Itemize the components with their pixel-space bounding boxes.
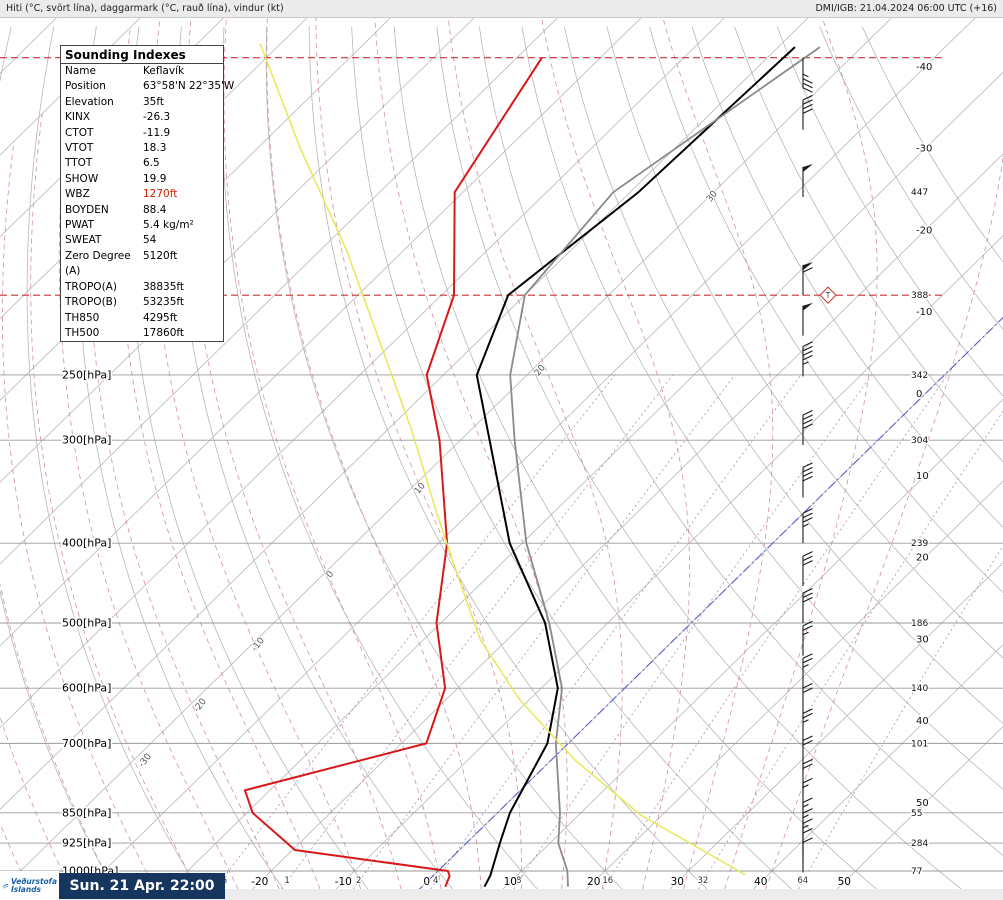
- logo-text-line2: Íslands: [10, 884, 41, 894]
- index-row: Zero Degree (A) 5120ft: [65, 249, 178, 278]
- svg-text:0: 0: [325, 569, 337, 580]
- svg-text:186: 186: [911, 619, 928, 629]
- isobar-lines: [0, 374, 1003, 872]
- right-height-labels: 447 388 342 304 239 186 140 101 55 284 77: [910, 187, 930, 878]
- svg-text:1: 1: [284, 876, 289, 886]
- moist-adiabats: [0, 18, 1003, 890]
- svg-text:300[hPa]: 300[hPa]: [62, 434, 111, 447]
- svg-text:50: 50: [838, 876, 851, 888]
- header-left-label: Hiti (°C, svört lína), daggarmark (°C, r…: [6, 3, 284, 14]
- svg-text:-40: -40: [916, 62, 932, 73]
- svg-text:850[hPa]: 850[hPa]: [62, 806, 111, 819]
- sounding-indexes-panel: Sounding Indexes Name Keflavík Position 63°…: [60, 45, 235, 343]
- svg-text:-20: -20: [192, 697, 209, 715]
- svg-text:4: 4: [433, 876, 438, 886]
- svg-text:250[hPa]: 250[hPa]: [62, 368, 111, 381]
- footer-datetime: Sun. 21 Apr. 22:00: [59, 873, 225, 899]
- sounding-indexes-title: Sounding Indexes: [61, 46, 223, 64]
- svg-text:0: 0: [916, 389, 922, 400]
- svg-text:40: 40: [754, 876, 767, 888]
- index-row: KINX -26.3: [65, 111, 171, 124]
- skewt-svg: 0.51248163264T-30-20-100102030250[hPa]30…: [0, 18, 1003, 900]
- svg-text:20: 20: [533, 363, 548, 378]
- svg-text:0: 0: [423, 876, 430, 888]
- mixing-ratio-lines: 0.51248163264: [212, 375, 1003, 890]
- yellow-reference-curve: [259, 43, 746, 876]
- svg-text:50: 50: [916, 798, 929, 809]
- svg-text:77: 77: [911, 867, 922, 877]
- svg-text:304: 304: [911, 436, 928, 446]
- index-row: SHOW 19.9: [65, 172, 167, 185]
- svg-text:925[hPa]: 925[hPa]: [62, 837, 111, 850]
- svg-text:500[hPa]: 500[hPa]: [62, 616, 111, 629]
- svg-text:140: 140: [911, 684, 928, 694]
- svg-text:342: 342: [911, 371, 928, 381]
- header-bar: Hiti (°C, svört lína), daggarmark (°C, r…: [0, 0, 1003, 18]
- footer-strip: [0, 889, 1003, 900]
- svg-text:16: 16: [602, 876, 613, 886]
- svg-text:400[hPa]: 400[hPa]: [62, 537, 111, 550]
- svg-text:20: 20: [916, 553, 929, 564]
- svg-text:10: 10: [504, 876, 517, 888]
- index-row: Name Keflavík: [65, 65, 185, 77]
- pressure-labels: 250[hPa] 300[hPa] 400[hPa] 500[hPa] 600[hPa]…: [61, 367, 120, 879]
- svg-text:-20: -20: [251, 876, 268, 888]
- met-office-logo-icon: [2, 883, 9, 889]
- index-row: TTOT 6.5: [65, 157, 160, 170]
- index-row: TROPO(B) 53235ft: [65, 296, 185, 309]
- sounding-index-rows: Name Keflavík Position 63°58'N 22°35'W Eleva…: [61, 64, 235, 341]
- zero-isotherm-line: [415, 316, 1003, 894]
- svg-text:T: T: [825, 291, 831, 300]
- svg-text:-20: -20: [916, 225, 932, 236]
- bottom-temperature-labels: -20 -10 0 10 20 30 40 50: [250, 875, 852, 890]
- index-row: TH500 17860ft: [65, 326, 185, 339]
- svg-text:30: 30: [671, 876, 684, 888]
- svg-text:55: 55: [911, 809, 922, 819]
- index-row: CTOT -11.9: [65, 126, 171, 139]
- index-row: PWAT 5.4 kg/m²: [65, 219, 194, 232]
- header-right-label: DMI/IGB: 21.04.2024 06:00 UTC (+16): [815, 3, 997, 14]
- svg-text:8: 8: [516, 876, 521, 886]
- tropopause-marker-diamond: [819, 286, 837, 304]
- svg-text:40: 40: [916, 716, 929, 727]
- svg-text:447: 447: [911, 188, 928, 198]
- svg-text:700[hPa]: 700[hPa]: [62, 737, 111, 750]
- wind-barbs: [802, 57, 813, 873]
- met-office-logo: Veðurstofa Íslands: [0, 871, 59, 900]
- svg-text:600[hPa]: 600[hPa]: [62, 682, 111, 695]
- index-row: TH850 4295ft: [65, 311, 178, 324]
- svg-text:64: 64: [797, 876, 808, 886]
- temperature-curve: [475, 46, 796, 888]
- svg-text:-10: -10: [916, 307, 932, 318]
- svg-text:20: 20: [587, 876, 600, 888]
- index-row: Elevation 35ft: [65, 95, 164, 108]
- index-row: Position 63°58'N 22°35'W: [65, 80, 235, 93]
- index-row: TROPO(A) 38835ft: [65, 280, 185, 293]
- svg-text:30: 30: [705, 189, 720, 204]
- svg-text:-10: -10: [335, 876, 352, 888]
- svg-text:239: 239: [911, 539, 928, 549]
- svg-text:32: 32: [697, 876, 708, 886]
- svg-text:30: 30: [916, 634, 929, 645]
- secondary-temperature-curve: [509, 46, 821, 887]
- svg-text:101: 101: [911, 739, 928, 749]
- right-temperature-labels: -40 -30 -20 -10 0 10 20 30 40 50: [915, 61, 934, 811]
- dry-adiabats: [0, 26, 1003, 890]
- svg-text:2: 2: [356, 876, 361, 886]
- svg-text:-30: -30: [916, 144, 932, 155]
- svg-text:388: 388: [911, 291, 928, 301]
- index-row: SWEAT 54: [65, 234, 157, 247]
- index-row: VTOT 18.3: [65, 142, 167, 155]
- index-row: WBZ 1270ft: [65, 188, 178, 201]
- dewpoint-curve: [243, 57, 543, 888]
- svg-text:284: 284: [911, 839, 928, 849]
- logo-text-line1: Veðurstofa: [10, 876, 57, 886]
- index-row: BOYDEN 88.4: [65, 203, 167, 216]
- svg-text:10: 10: [916, 471, 929, 482]
